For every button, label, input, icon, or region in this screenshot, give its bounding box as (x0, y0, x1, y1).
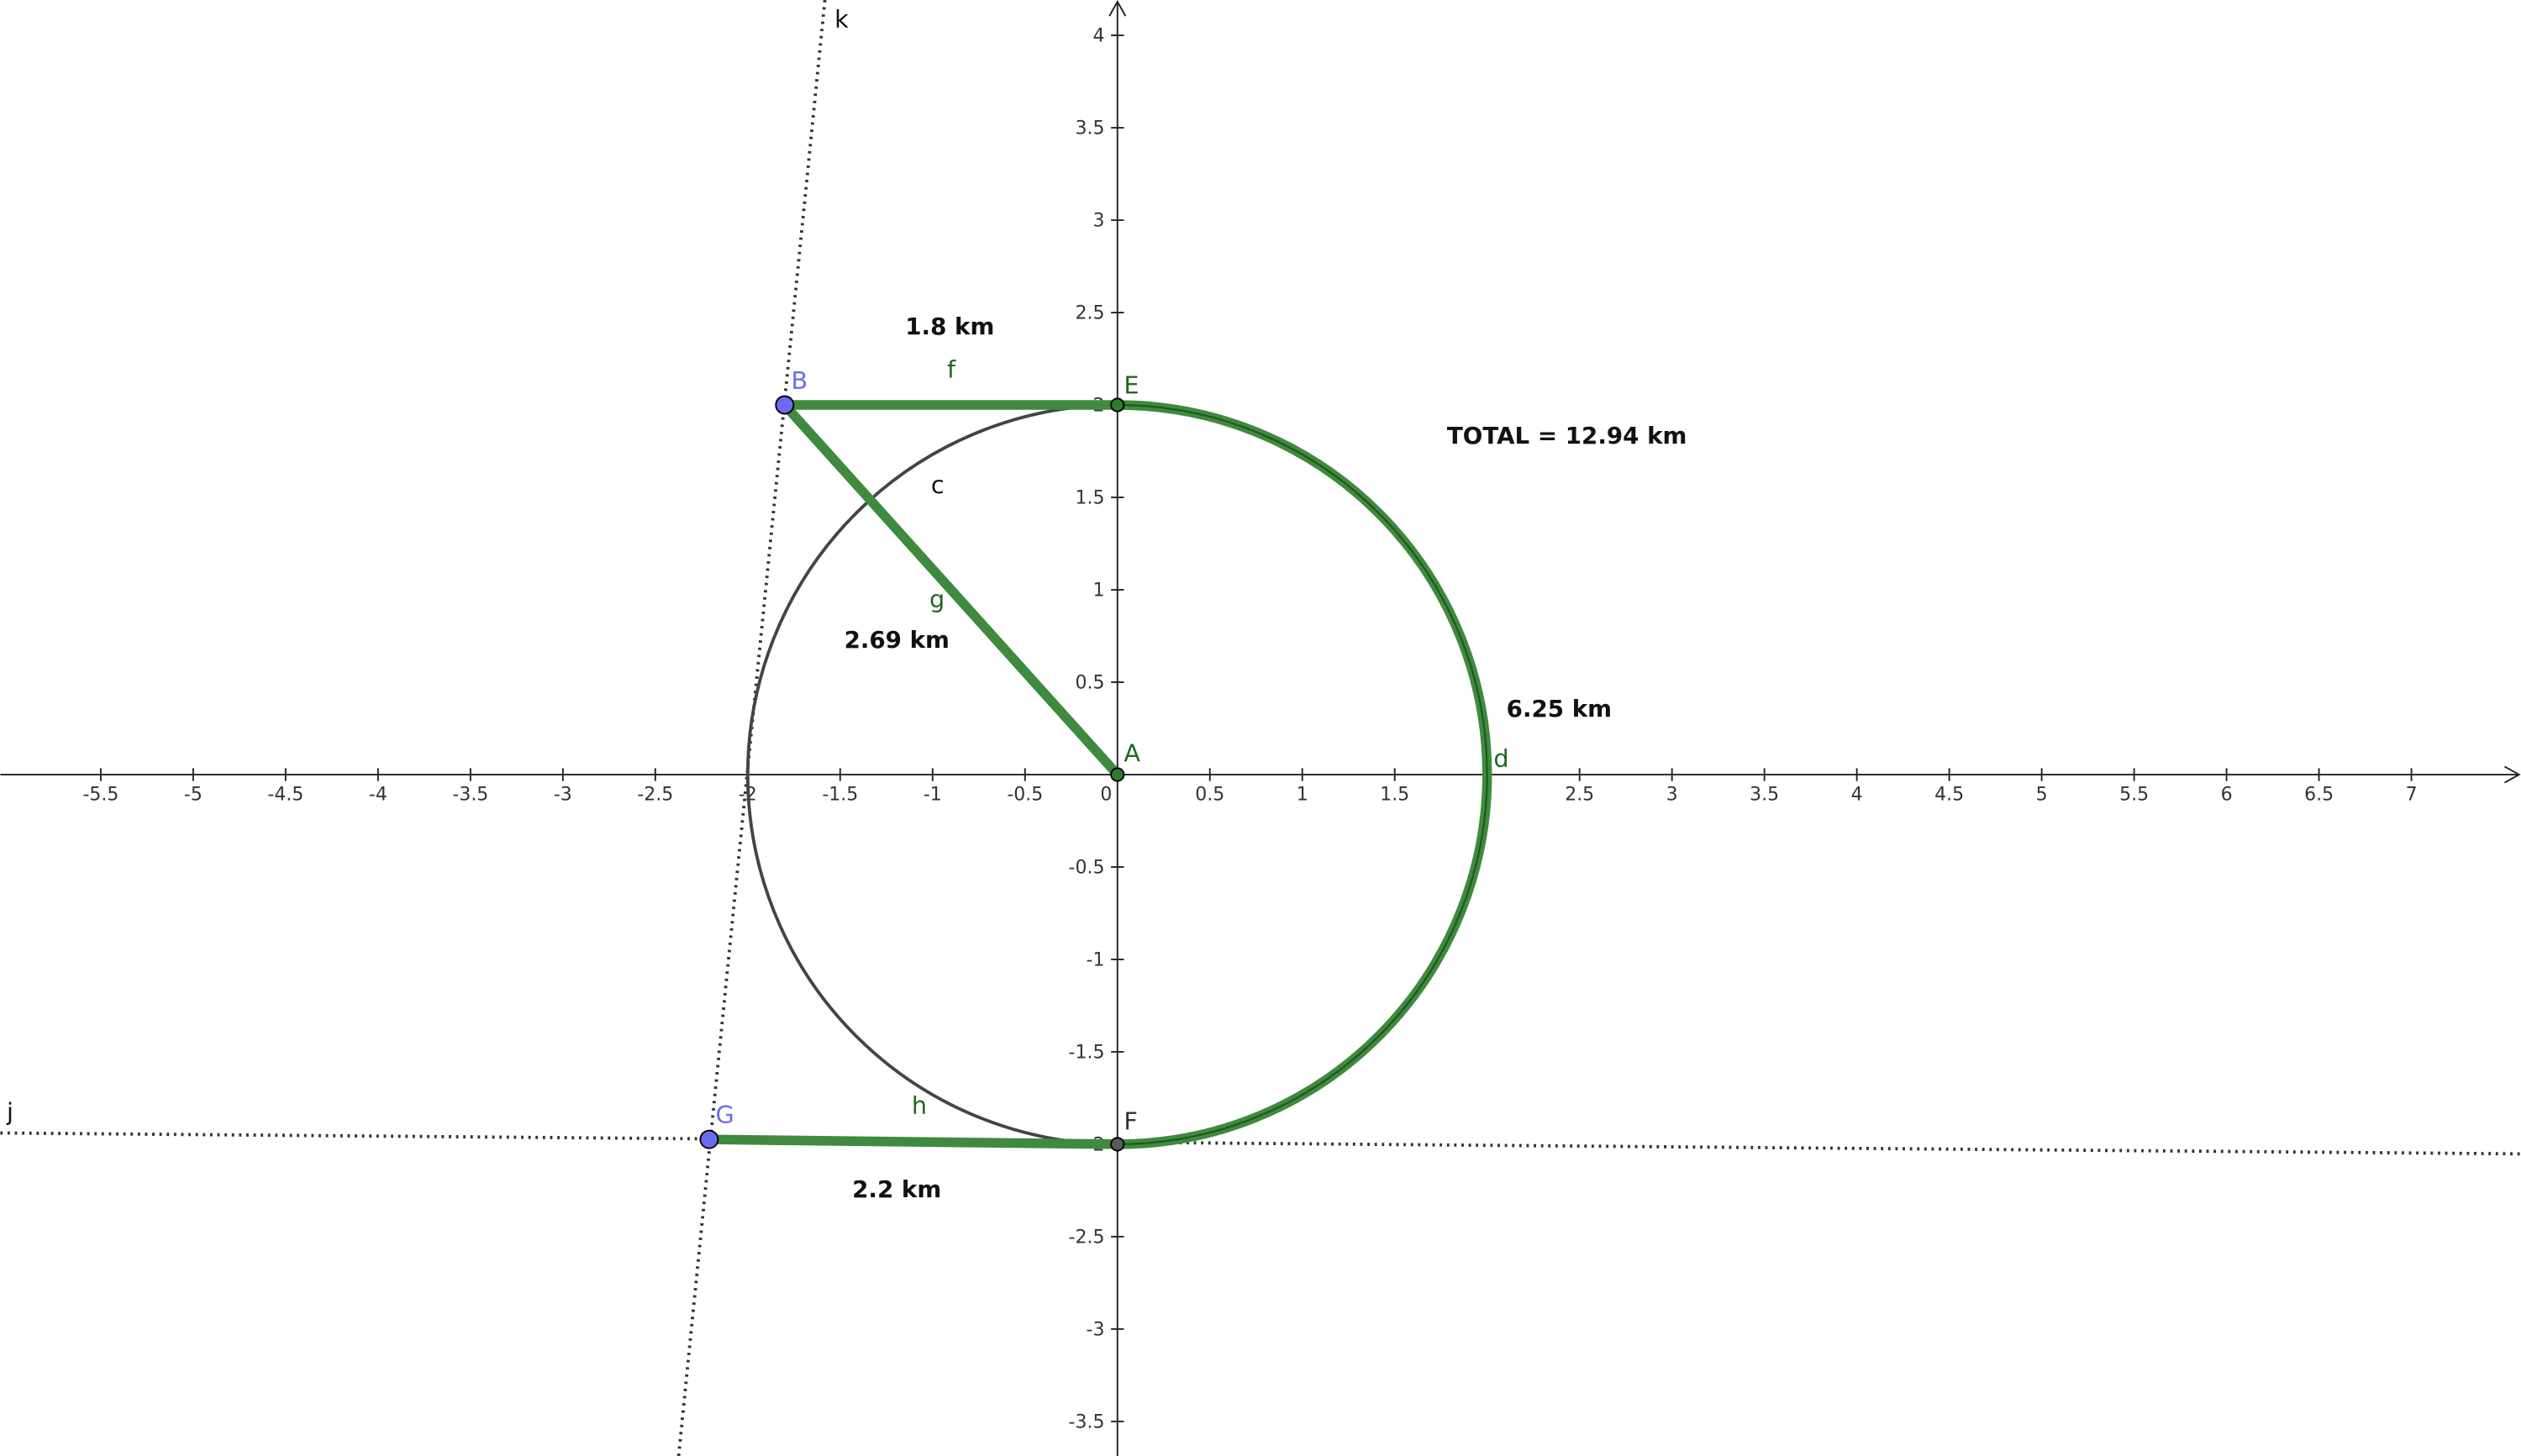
x-tick-label: 4.5 (1934, 785, 1964, 806)
x-tick-label: 5.5 (2119, 785, 2149, 806)
segment-g[interactable] (781, 402, 1122, 778)
x-tick-label: 4 (1851, 785, 1863, 806)
x-tick-label: 0.5 (1195, 785, 1224, 806)
measure-g: 2.69 km (845, 626, 950, 654)
label-b: B (791, 366, 808, 395)
y-tick-label: 1.5 (1075, 488, 1104, 509)
x-tick-label: 5 (2036, 785, 2048, 806)
x-tick-label: 1 (1297, 785, 1308, 806)
y-tick-label: 4 (1092, 26, 1104, 47)
label-c: c (931, 470, 945, 499)
x-tick-label: 1.5 (1380, 785, 1409, 806)
label-f-point: F (1124, 1107, 1138, 1136)
point-b[interactable] (775, 395, 795, 415)
label-k: k (834, 5, 849, 34)
x-tick-label: -4 (369, 785, 387, 806)
y-tick-label: 1 (1092, 581, 1104, 602)
y-axis-arrow (1108, 0, 1127, 17)
point-a[interactable] (1110, 767, 1125, 782)
y-tick-label: 0.5 (1075, 673, 1104, 694)
x-tick-label: -0.5 (1007, 785, 1043, 806)
x-tick-label: -2.5 (637, 785, 673, 806)
x-tick-label: -5.5 (82, 785, 118, 806)
y-tick-label: -3.5 (1069, 1412, 1105, 1433)
axis-ticks: -5.5 -5 -4.5 -4 -3.5 -3 -2.5 -2 -1.5 -1 -0.5 0 0.5 1 1… (82, 26, 2417, 1433)
label-g-point: G (716, 1101, 734, 1129)
x-tick-label: 3.5 (1750, 785, 1779, 806)
y-tick-label: -1.5 (1069, 1043, 1105, 1064)
y-tick-label: -2.5 (1069, 1227, 1105, 1248)
label-e: E (1124, 371, 1139, 400)
x-tick-label: 6 (2221, 785, 2233, 806)
x-tick-label: -3.5 (452, 785, 488, 806)
measure-d: 6.25 km (1507, 695, 1612, 723)
line-j[interactable] (0, 1131, 2521, 1156)
y-tick-label: -0.5 (1069, 858, 1105, 879)
y-tick-label: 3 (1092, 211, 1104, 232)
label-j: j (6, 1097, 13, 1126)
arc-d-core (1117, 403, 1488, 1146)
y-tick-label: -1 (1087, 950, 1105, 971)
y-tick-label: -3 (1087, 1320, 1105, 1341)
y-tick-label: 3.5 (1075, 118, 1104, 139)
measure-f: 1.8 km (905, 313, 994, 340)
x-tick-label: -4.5 (267, 785, 303, 806)
y-tick-label: 2.5 (1075, 303, 1104, 324)
total-length: TOTAL = 12.94 km (1447, 422, 1687, 449)
segment-h[interactable] (708, 1134, 1118, 1149)
point-e[interactable] (1110, 397, 1125, 413)
x-axis-arrow (2504, 765, 2521, 784)
x-tick-label: -1.5 (822, 785, 858, 806)
point-g[interactable] (699, 1129, 719, 1149)
x-tick-label: -5 (184, 785, 203, 806)
measure-h: 2.2 km (852, 1175, 941, 1203)
x-tick-label: -3 (554, 785, 572, 806)
point-f[interactable] (1110, 1137, 1125, 1152)
x-tick-label: 7 (2406, 785, 2418, 806)
x-tick-label: 6.5 (2304, 785, 2334, 806)
x-tick-label: 3 (1666, 785, 1678, 806)
x-tick-label: 0 (1100, 785, 1112, 806)
label-h: h (912, 1091, 927, 1120)
x-tick-label: 2.5 (1565, 785, 1594, 806)
label-d: d (1493, 744, 1508, 772)
label-a: A (1124, 739, 1140, 768)
x-tick-label: -1 (924, 785, 942, 806)
label-f: f (947, 355, 956, 384)
label-g: g (929, 585, 945, 613)
